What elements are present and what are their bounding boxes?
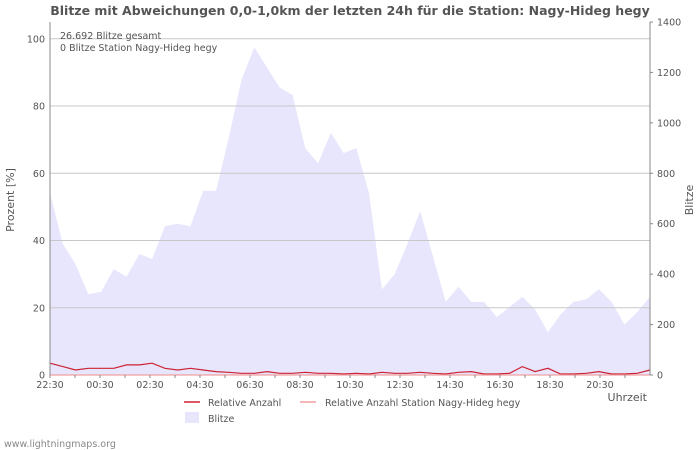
tick-label-x: 06:30 <box>236 380 263 391</box>
tick-label-right: 1400 <box>657 18 681 29</box>
tick-label-x: 18:30 <box>536 380 563 391</box>
tick-label-left: 40 <box>33 236 45 247</box>
tick-label-x: 14:30 <box>436 380 463 391</box>
tick-label-right: 800 <box>657 169 675 180</box>
tick-label-x: 22:30 <box>36 380 63 391</box>
legend: Relative Anzahl Relative Anzahl Station … <box>184 398 521 425</box>
tick-label-right: 400 <box>657 270 675 281</box>
tick-label-x: 16:30 <box>486 380 513 391</box>
tick-label-x: 00:30 <box>86 380 113 391</box>
tick-label-left: 100 <box>27 34 45 45</box>
tick-label-right: 200 <box>657 320 675 331</box>
tick-label-left: 60 <box>33 169 45 180</box>
footer-credit: www.lightningmaps.org <box>4 439 116 450</box>
x-axis-label: Uhrzeit <box>608 391 648 404</box>
legend-label-blitze: Blitze <box>208 414 235 425</box>
tick-label-x: 10:30 <box>336 380 363 391</box>
legend-label-relative-count: Relative Anzahl <box>208 398 281 409</box>
legend-label-relative-count-station: Relative Anzahl Station Nagy-Hideg hegy <box>325 398 521 409</box>
legend-swatch-blitze <box>185 412 199 423</box>
tick-label-right: 1000 <box>657 118 681 129</box>
annotation-station: 0 Blitze Station Nagy-Hideg hegy <box>60 43 218 54</box>
tick-label-right: 600 <box>657 219 675 230</box>
tick-label-left: 20 <box>33 303 45 314</box>
tick-label-right: 0 <box>657 371 663 382</box>
tick-label-x: 02:30 <box>136 380 163 391</box>
tick-label-x: 12:30 <box>386 380 413 391</box>
tick-label-x: 08:30 <box>286 380 313 391</box>
y-axis-left-label: Prozent [%] <box>4 168 17 232</box>
tick-label-right: 1200 <box>657 68 681 79</box>
series-line-relative-count <box>49 362 651 375</box>
annotation-total: 26.692 Blitze gesamt <box>60 31 162 42</box>
y-axis-right-label: Blitze <box>683 185 696 216</box>
chart-title: Blitze mit Abweichungen 0,0-1,0km der le… <box>50 3 650 18</box>
series-blitze-area <box>50 47 650 375</box>
tick-label-x: 20:30 <box>586 380 613 391</box>
tick-label-x: 04:30 <box>186 380 213 391</box>
tick-label-left: 0 <box>39 371 45 382</box>
tick-label-left: 80 <box>33 102 45 113</box>
